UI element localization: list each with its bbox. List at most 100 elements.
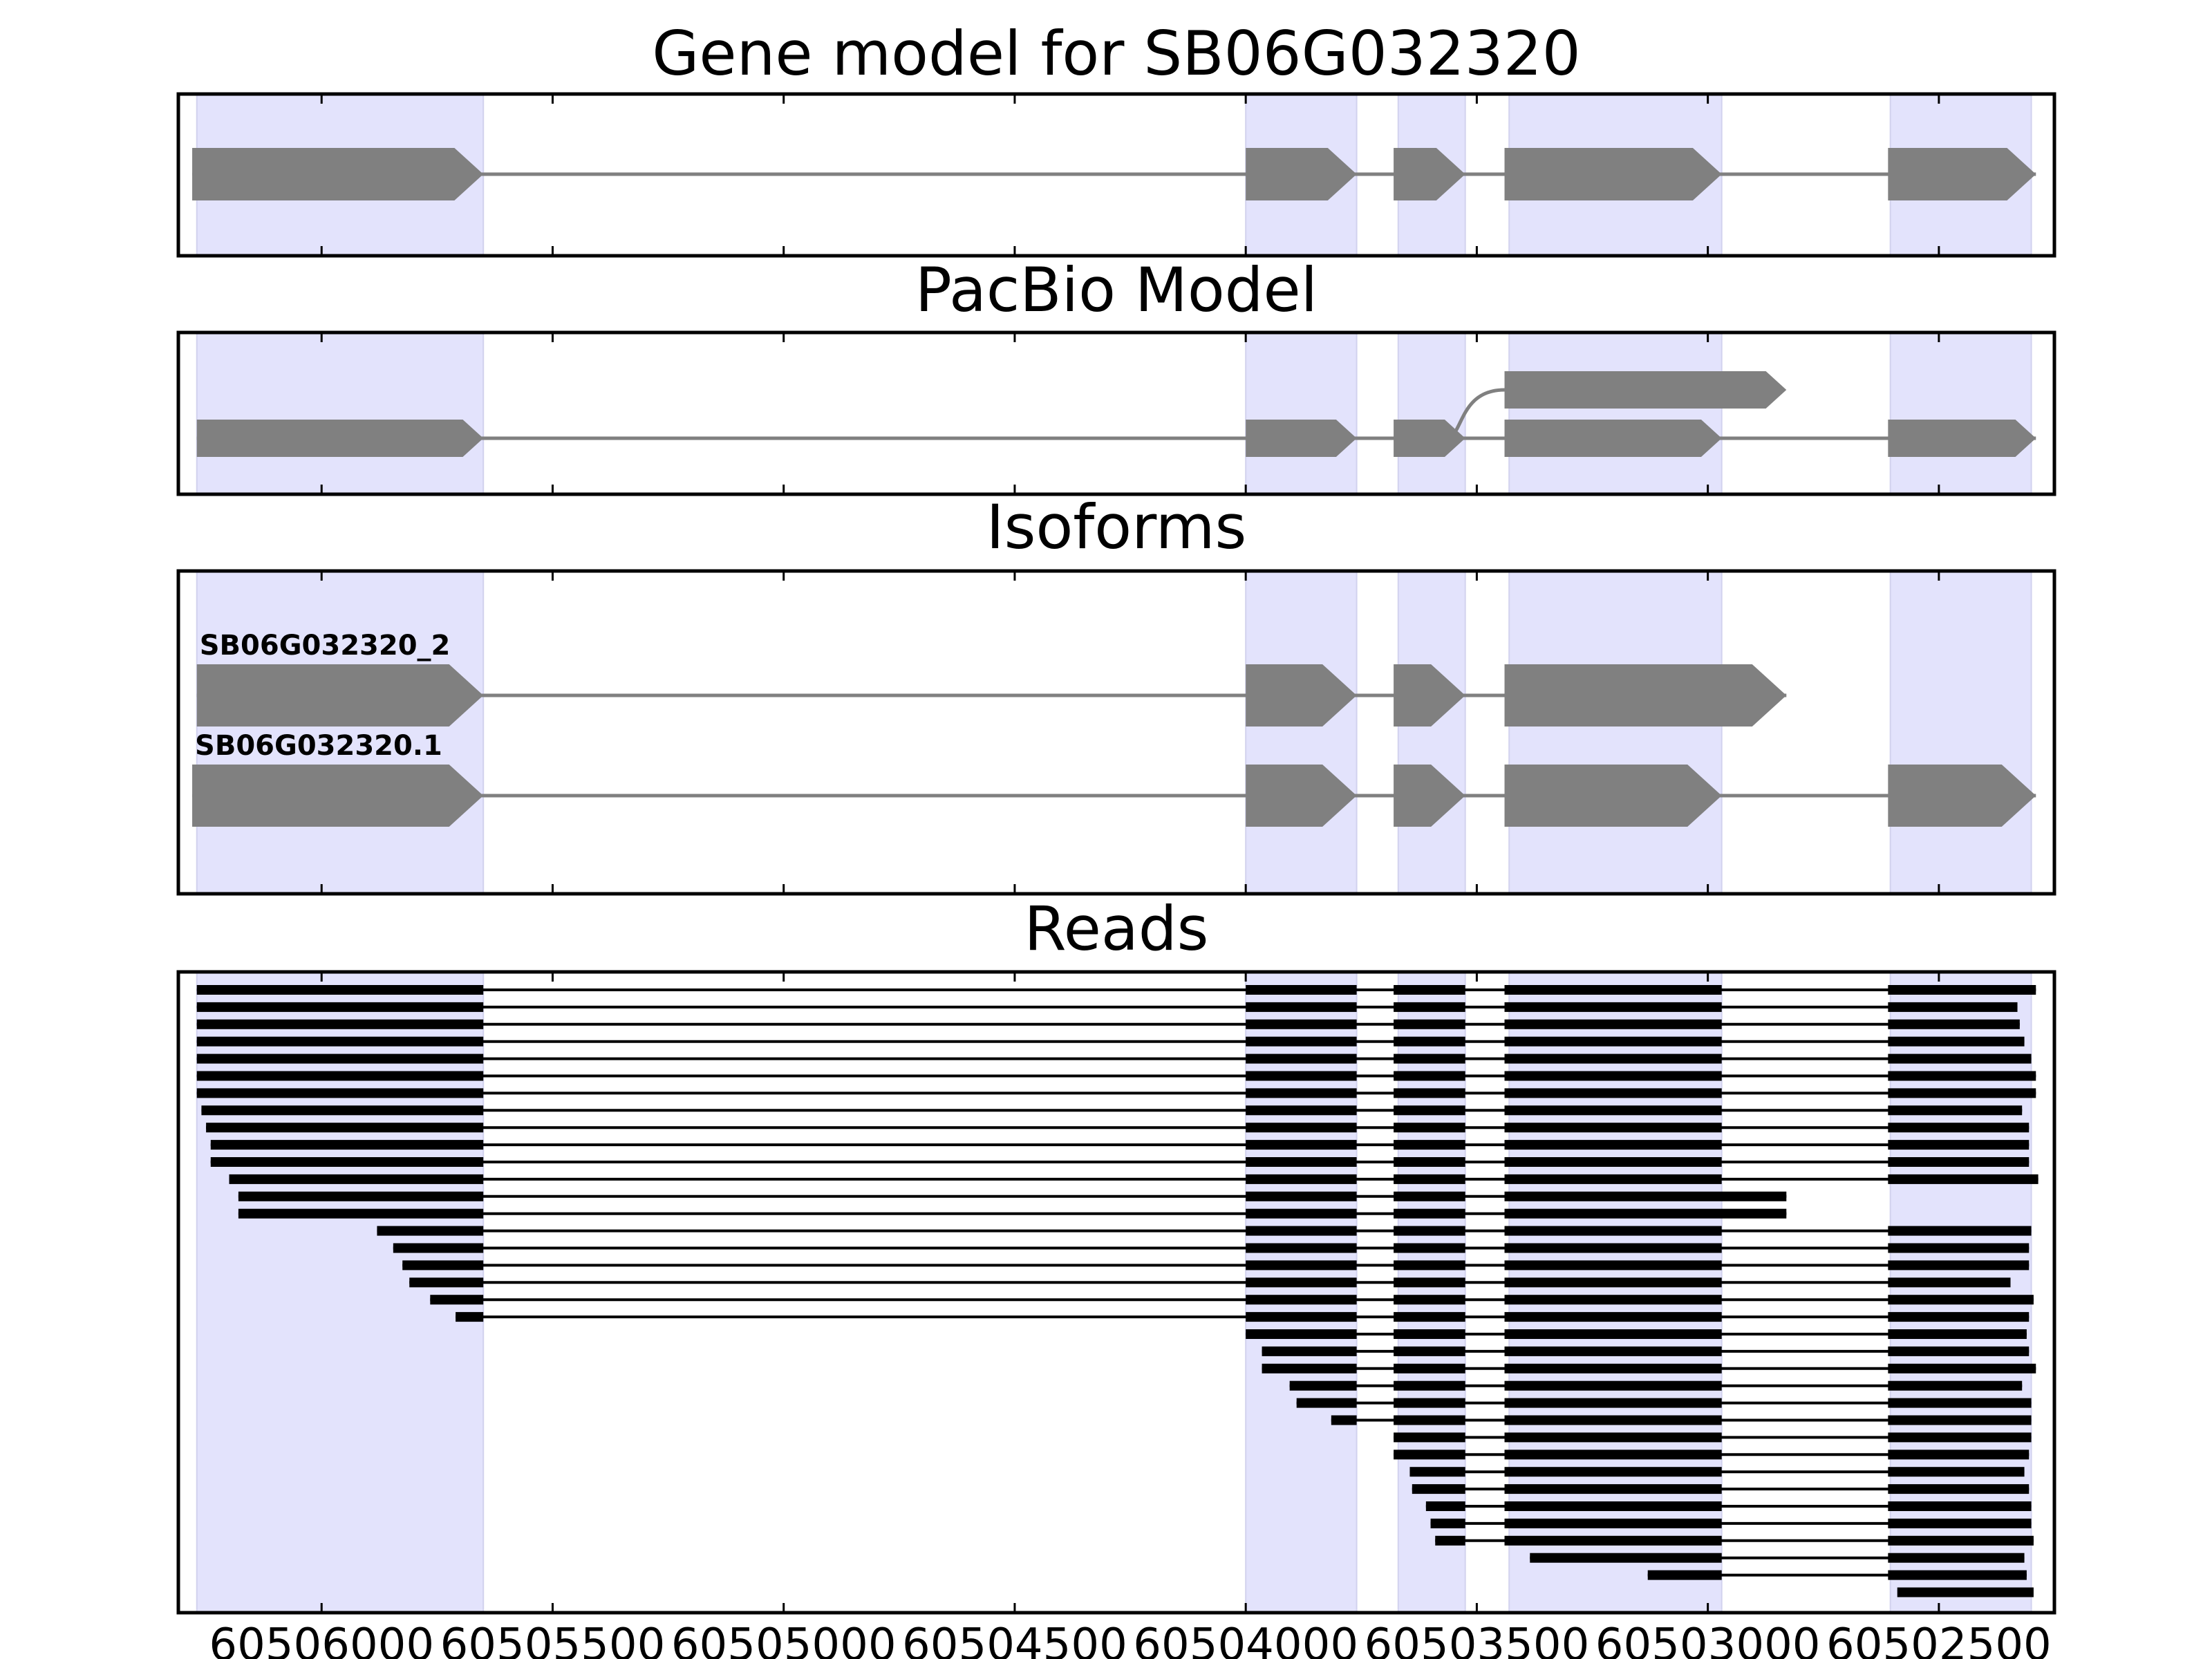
- read-block: [1888, 1535, 2034, 1546]
- exon-block: [1246, 420, 1357, 457]
- read-block: [1394, 1105, 1465, 1116]
- read-block: [402, 1260, 484, 1271]
- exon-block: [1246, 664, 1357, 727]
- read-block: [1888, 1243, 2030, 1253]
- read-block: [1504, 1346, 1722, 1356]
- read-block: [1888, 1260, 2030, 1271]
- read-row: [210, 1140, 2030, 1150]
- read-block: [201, 1105, 484, 1116]
- read-block: [1246, 1277, 1357, 1288]
- read-block: [1246, 1260, 1357, 1271]
- read-block: [1504, 1191, 1787, 1201]
- read-block: [1504, 1415, 1722, 1425]
- read-block: [1888, 1002, 2018, 1012]
- read-block: [1504, 1260, 1722, 1271]
- read-block: [1504, 1312, 1722, 1322]
- read-block: [1394, 1226, 1465, 1236]
- read-block: [1246, 1140, 1357, 1150]
- read-block: [1246, 1002, 1357, 1012]
- exon-highlight-region: [196, 971, 485, 1613]
- read-block: [1430, 1518, 1465, 1528]
- branch-connector: [1447, 388, 1505, 440]
- read-block: [1888, 1501, 2032, 1511]
- panel-title: PacBio Model: [915, 254, 1318, 326]
- exon-highlight-region: [196, 332, 485, 495]
- read-block: [1394, 1346, 1465, 1356]
- read-block: [1504, 1071, 1722, 1081]
- read-block: [196, 1071, 484, 1081]
- read-block: [1331, 1415, 1357, 1425]
- x-tick-label: 60503500: [1365, 1620, 1590, 1659]
- read-block: [1504, 1518, 1722, 1528]
- read-row: [456, 1312, 2030, 1322]
- exon-block: [196, 664, 484, 727]
- exon-block: [1246, 765, 1357, 827]
- read-block: [1394, 1208, 1465, 1219]
- read-block: [1888, 1518, 2032, 1528]
- read-block: [1888, 1484, 2030, 1494]
- read-row: [238, 1191, 1787, 1201]
- exon-block: [1888, 420, 2036, 457]
- read-row: [196, 1071, 2036, 1081]
- read-block: [1394, 1191, 1465, 1201]
- read-row: [1409, 1467, 2025, 1477]
- exon-highlight-region: [1508, 971, 1723, 1613]
- read-block: [1246, 1174, 1357, 1184]
- read-row: [1530, 1553, 2025, 1563]
- read-block: [1394, 1088, 1465, 1098]
- read-block: [210, 1140, 484, 1150]
- exon-block: [192, 148, 484, 200]
- read-block: [1888, 1553, 2025, 1563]
- read-block: [1262, 1346, 1357, 1356]
- read-block: [1246, 1312, 1357, 1322]
- read-block: [1888, 1140, 2030, 1150]
- read-row: [1412, 1484, 2030, 1494]
- read-block: [1504, 1019, 1722, 1029]
- read-block: [1504, 1363, 1722, 1374]
- read-block: [1504, 1329, 1722, 1339]
- exon-highlight-region: [1889, 971, 2032, 1613]
- read-block: [1412, 1484, 1465, 1494]
- exon-highlight-region: [1245, 971, 1358, 1613]
- read-row: [377, 1226, 2032, 1236]
- read-block: [1888, 1415, 2032, 1425]
- read-block: [1289, 1380, 1357, 1391]
- read-block: [1246, 985, 1357, 995]
- read-row: [1394, 1450, 2030, 1460]
- read-block: [196, 1036, 484, 1047]
- read-block: [1246, 1088, 1357, 1098]
- read-row: [1246, 1329, 2027, 1339]
- read-block: [238, 1191, 484, 1201]
- read-block: [1888, 1157, 2030, 1167]
- read-block: [1888, 1226, 2032, 1236]
- read-block: [1246, 1105, 1357, 1116]
- read-block: [1888, 1398, 2032, 1408]
- exon-block: [196, 420, 484, 457]
- exon-block: [1504, 765, 1722, 827]
- read-block: [1888, 1053, 2032, 1064]
- read-row: [196, 1019, 2020, 1029]
- exon-highlight-region: [1397, 570, 1466, 894]
- read-row: [1331, 1415, 2032, 1425]
- read-block: [1504, 1053, 1722, 1064]
- read-row: [201, 1105, 2023, 1116]
- read-block: [210, 1157, 484, 1167]
- read-block: [1246, 1329, 1357, 1339]
- panel-frame: [176, 330, 2056, 496]
- read-row: [196, 1088, 2036, 1098]
- read-block: [1504, 1432, 1722, 1443]
- read-block: [1888, 1036, 2025, 1047]
- read-row: [196, 985, 2036, 995]
- read-row: [1425, 1501, 2032, 1511]
- read-block: [1504, 1501, 1722, 1511]
- read-block: [1888, 1363, 2036, 1374]
- read-row: [196, 1036, 2025, 1047]
- read-row: [210, 1157, 2030, 1167]
- exon-block: [1246, 148, 1357, 200]
- read-block: [1246, 1191, 1357, 1201]
- read-block: [1435, 1535, 1465, 1546]
- read-block: [393, 1243, 484, 1253]
- x-tick-label: 60504500: [902, 1620, 1127, 1659]
- read-block: [1888, 1088, 2036, 1098]
- read-block: [1394, 1036, 1465, 1047]
